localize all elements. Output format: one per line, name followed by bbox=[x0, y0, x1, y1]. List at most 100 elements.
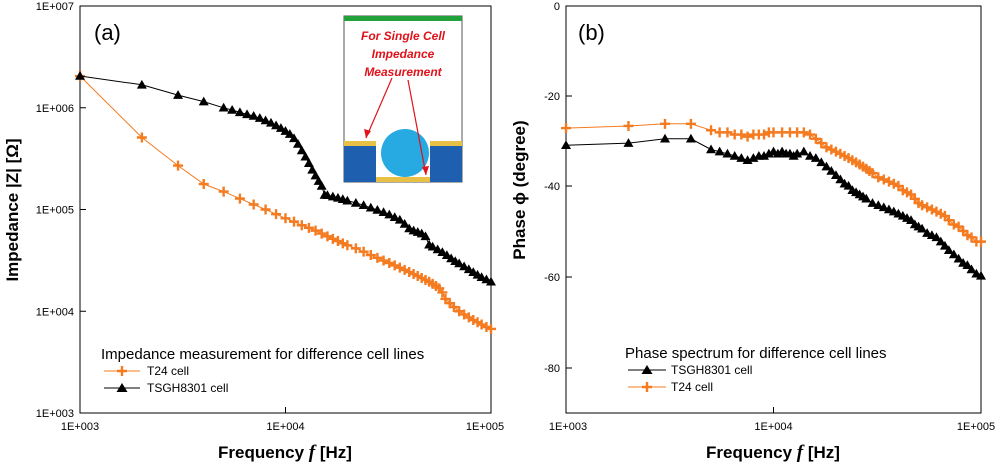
panel-a-tsgh8301-cell-point bbox=[399, 219, 410, 228]
panel-b-y-ticks: 0 -20 -40 -60 -80 bbox=[544, 1, 560, 375]
panel-a-tsgh8301-cell-point bbox=[300, 151, 311, 161]
panel-a-x-ticks: 1E+003 1E+004 1E+005 bbox=[61, 407, 504, 433]
panel-b-xtick-label: 1E+005 bbox=[957, 421, 995, 433]
panel-b-tsgh8301-cell-point bbox=[867, 198, 878, 207]
panel-a-tsgh8301-cell-point bbox=[432, 244, 443, 254]
panel-a-t24-cell-point bbox=[234, 193, 245, 204]
panel-b-t24-cell-point bbox=[878, 174, 889, 185]
panel-b-tsgh8301-cell-point bbox=[931, 232, 942, 242]
panel-b-legend-marker-tsgh bbox=[641, 365, 653, 374]
panel-b-t24-cell-point bbox=[685, 118, 696, 129]
panel-a-xtick-label: 1E+003 bbox=[61, 421, 99, 433]
panel-b-y-axis-title: Phase ϕ (degree) bbox=[510, 120, 529, 259]
panel-b-x-ticks: 1E+003 1E+004 1E+005 bbox=[549, 407, 995, 433]
panel-b-tsgh8301-cell-point bbox=[805, 150, 816, 160]
panel-b-ytick-label: 0 bbox=[554, 1, 560, 13]
panel-a-ytick-label: 1E+006 bbox=[36, 103, 74, 115]
panel-a-tsgh8301-cell-point bbox=[296, 145, 307, 155]
panel-b-x-axis-title: Frequency f [Hz] bbox=[706, 442, 840, 463]
panel-a-tsgh8301-cell-point bbox=[459, 261, 470, 271]
panel-b-tsgh8301-cell-point bbox=[714, 146, 725, 156]
inset-cell bbox=[381, 129, 429, 177]
panel-b-t24-cell-point bbox=[917, 200, 928, 211]
panel-a-x-axis-title: Frequency f [Hz] bbox=[218, 442, 352, 463]
panel-a-tsgh8301-cell-point bbox=[342, 195, 353, 205]
panel-a-t24-cell-point bbox=[486, 323, 496, 334]
panel-b-t24-cell-point bbox=[706, 125, 717, 136]
panel-b-t24-cell-point bbox=[816, 138, 827, 149]
panel-a-tsgh8301-cell-point bbox=[254, 113, 265, 122]
panel-a-tsgh8301-cell-point bbox=[284, 129, 295, 138]
inset-right-substrate bbox=[430, 145, 462, 182]
panel-a-tsgh8301-cell-point bbox=[420, 231, 431, 241]
panel-b-legend-label-tsgh: TSGH8301 cell bbox=[671, 363, 752, 377]
panel-a-t24-cell-point bbox=[365, 250, 376, 261]
panel-a-t24-cell-point bbox=[358, 246, 369, 257]
panel-b-tsgh8301-cell-point bbox=[948, 249, 959, 259]
panel-b-tsgh8301-cell-point bbox=[830, 170, 841, 179]
panel-b-tsgh8301-cell-point bbox=[843, 180, 854, 190]
panel-b-tsgh8301-cell-point bbox=[966, 264, 977, 274]
panel-b-t24-cell-point bbox=[759, 129, 770, 140]
panel-a-t24-cell-point bbox=[389, 260, 400, 271]
panel-b-tsgh8301-cell-point bbox=[722, 148, 733, 158]
panel-b-label: (b) bbox=[578, 20, 605, 45]
panel-a-tsgh8301-cell-point bbox=[289, 133, 300, 143]
panel-a-tsgh8301-cell-point bbox=[303, 158, 314, 167]
panel-b-ytick-label: -60 bbox=[544, 272, 560, 284]
panel-b-tsgh8301-cell-point bbox=[962, 260, 973, 269]
panel-b-t24-cell-point bbox=[867, 168, 878, 179]
panel-a-t24-cell-point bbox=[384, 257, 395, 268]
inset-text-line: Measurement bbox=[364, 65, 442, 79]
panel-a-tsgh8301-cell-point bbox=[173, 90, 184, 99]
panel-a-t24-cell-point bbox=[310, 225, 321, 236]
panel-a-tsgh8301-cell-point bbox=[389, 212, 400, 221]
panel-b-t24-cell-point bbox=[943, 215, 954, 226]
inset-right-electrode bbox=[430, 141, 462, 146]
panel-b-t24-cell-point bbox=[883, 176, 894, 187]
panel-b-tsgh8301-cell-point bbox=[906, 215, 917, 224]
panel-b-tsgh8301-cell-point bbox=[826, 165, 837, 175]
panel-b-legend: Phase spectrum for difference cell lines… bbox=[625, 345, 887, 394]
panel-a-t24-cell-point bbox=[327, 233, 338, 244]
panel-a-t24-cell-point bbox=[296, 220, 307, 231]
inset-arrowhead-left bbox=[364, 129, 371, 138]
panel-b-ytick-label: -20 bbox=[544, 91, 560, 103]
panel-a-ytick-label: 1E+004 bbox=[36, 306, 74, 318]
panel-a-legend-marker-t24 bbox=[117, 366, 127, 376]
panel-b-tsgh8301-cell-point bbox=[939, 240, 950, 250]
panel-a-tsgh8301-cell-point bbox=[365, 202, 376, 212]
panel-a-tsgh8301-cell-point bbox=[234, 107, 245, 117]
panel-b-tsgh8301-cell-point bbox=[835, 174, 846, 184]
panel-b-tsgh8301-cell-point bbox=[861, 193, 872, 203]
panel-a-ytick-label: 1E+005 bbox=[36, 205, 74, 217]
panel-b-t24-cell-point bbox=[798, 127, 809, 138]
panel-b-t24-cell-point bbox=[768, 127, 779, 138]
panel-b-y-tickmarks bbox=[566, 95, 572, 369]
panel-a: (a) 1E+007 1E+006 1E+005 1E+004 1E+003 1… bbox=[3, 1, 504, 463]
panel-a-t24-cell-point bbox=[342, 240, 353, 251]
panel-a-t24-cell-point bbox=[372, 252, 383, 263]
panel-a-y-tickmarks bbox=[80, 5, 86, 414]
inset-arrow-right bbox=[407, 79, 427, 176]
panel-a-tsgh8301-cell-point bbox=[372, 204, 383, 214]
panel-b-tsgh8301-cell-point bbox=[685, 133, 696, 143]
panel-a-y-ticks: 1E+007 1E+006 1E+005 1E+004 1E+003 bbox=[36, 1, 74, 420]
panel-b-tsgh8301-cell-point bbox=[816, 157, 827, 167]
panel-a-tsgh8301-cell-point bbox=[271, 120, 282, 130]
panel-a-t24-cell-point bbox=[322, 231, 333, 242]
panel-b-tsgh8301-cell-point bbox=[706, 144, 717, 154]
panel-a-tsgh8301-cell-point bbox=[136, 79, 147, 89]
panel-a-t24-cell-point bbox=[350, 243, 361, 254]
panel-a-tsgh8301-cell-point bbox=[198, 96, 209, 106]
panel-a-t24-cell-point bbox=[271, 209, 282, 220]
panel-a-tsgh8301-cell-point bbox=[260, 115, 271, 125]
panel-b-tsgh8301-cell-point bbox=[935, 236, 946, 246]
panel-a-legend-label-tsgh: TSGH8301 cell bbox=[147, 381, 228, 395]
panel-b-tsgh8301-cell-point bbox=[976, 270, 986, 280]
panel-a-tsgh8301-cell-point bbox=[427, 241, 438, 251]
panel-a-tsgh8301-cell-point bbox=[292, 139, 303, 148]
inset-arrow-left bbox=[365, 77, 393, 139]
panel-a-tsgh8301-cell-point bbox=[242, 109, 253, 119]
